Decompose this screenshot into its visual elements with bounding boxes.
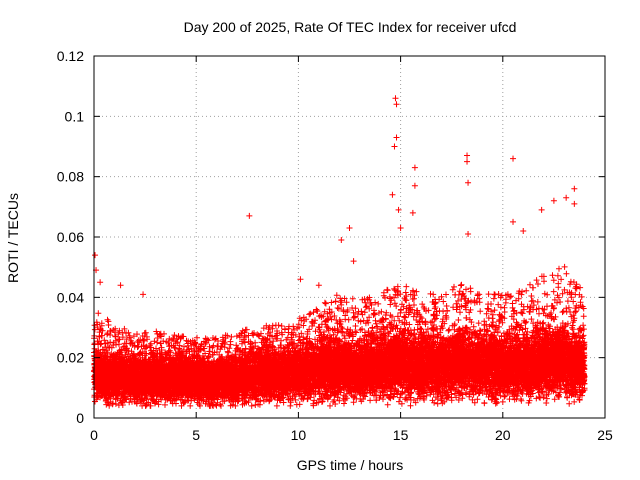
x-tick-label: 20	[495, 427, 511, 443]
roti-outlier-point	[411, 164, 418, 171]
roti-outlier-point	[393, 101, 400, 108]
roti-outlier-point	[563, 194, 570, 201]
roti-outlier-point	[465, 230, 472, 237]
roti-outlier-point	[464, 152, 471, 159]
roti-outlier-point	[464, 158, 471, 165]
data-points	[91, 95, 588, 409]
roti-outlier-point	[550, 197, 557, 204]
roti-outlier-point	[346, 224, 353, 231]
roti-outlier-point	[140, 291, 147, 298]
roti-outlier-point	[92, 252, 99, 259]
roti-outlier-point	[297, 276, 304, 283]
x-axis-title: GPS time / hours	[297, 457, 404, 473]
y-tick-label: 0.1	[65, 108, 85, 124]
roti-outlier-point	[465, 179, 472, 186]
roti-outlier-point	[389, 191, 396, 198]
x-tick-label: 15	[393, 427, 409, 443]
roti-outlier-point	[338, 237, 345, 244]
x-tick-label: 0	[90, 427, 98, 443]
x-tick-label: 25	[597, 427, 613, 443]
roti-outlier-point	[315, 282, 322, 289]
roti-outlier-point	[393, 134, 400, 141]
y-axis-title: ROTI / TECUs	[5, 193, 21, 283]
y-tick-label: 0	[76, 410, 84, 426]
roti-outlier-point	[411, 182, 418, 189]
roti-outlier-point	[571, 185, 578, 192]
roti-outlier-point	[520, 227, 527, 234]
roti-outlier-point	[510, 155, 517, 162]
y-tick-label: 0.06	[57, 229, 84, 245]
roti-outlier-point	[538, 206, 545, 213]
roti-outlier-point	[246, 212, 253, 219]
roti-outlier-point	[97, 279, 104, 286]
roti-outlier-point	[510, 218, 517, 225]
roti-outlier-point	[409, 209, 416, 216]
grid	[94, 56, 605, 418]
roti-point-cloud	[91, 263, 588, 409]
roti-outlier-point	[391, 143, 398, 150]
roti-outlier-point	[117, 282, 124, 289]
y-tick-label: 0.08	[57, 169, 84, 185]
y-tick-label: 0.04	[57, 289, 84, 305]
roti-outlier-point	[392, 95, 399, 102]
x-tick-label: 5	[192, 427, 200, 443]
plot-frame	[93, 55, 606, 419]
roti-outlier-point	[571, 200, 578, 207]
roti-outlier-point	[397, 224, 404, 231]
chart-title: Day 200 of 2025, Rate Of TEC Index for r…	[184, 19, 517, 35]
x-tick-label: 10	[291, 427, 307, 443]
axes: 0 0.02 0.04 0.06 0.08 0.1 0.12 0 5 10 15 20 25	[57, 48, 613, 443]
y-tick-label: 0.02	[57, 350, 84, 366]
y-tick-label: 0.12	[57, 48, 84, 64]
roti-outlier-point	[395, 206, 402, 213]
roti-outlier-point	[350, 258, 357, 265]
